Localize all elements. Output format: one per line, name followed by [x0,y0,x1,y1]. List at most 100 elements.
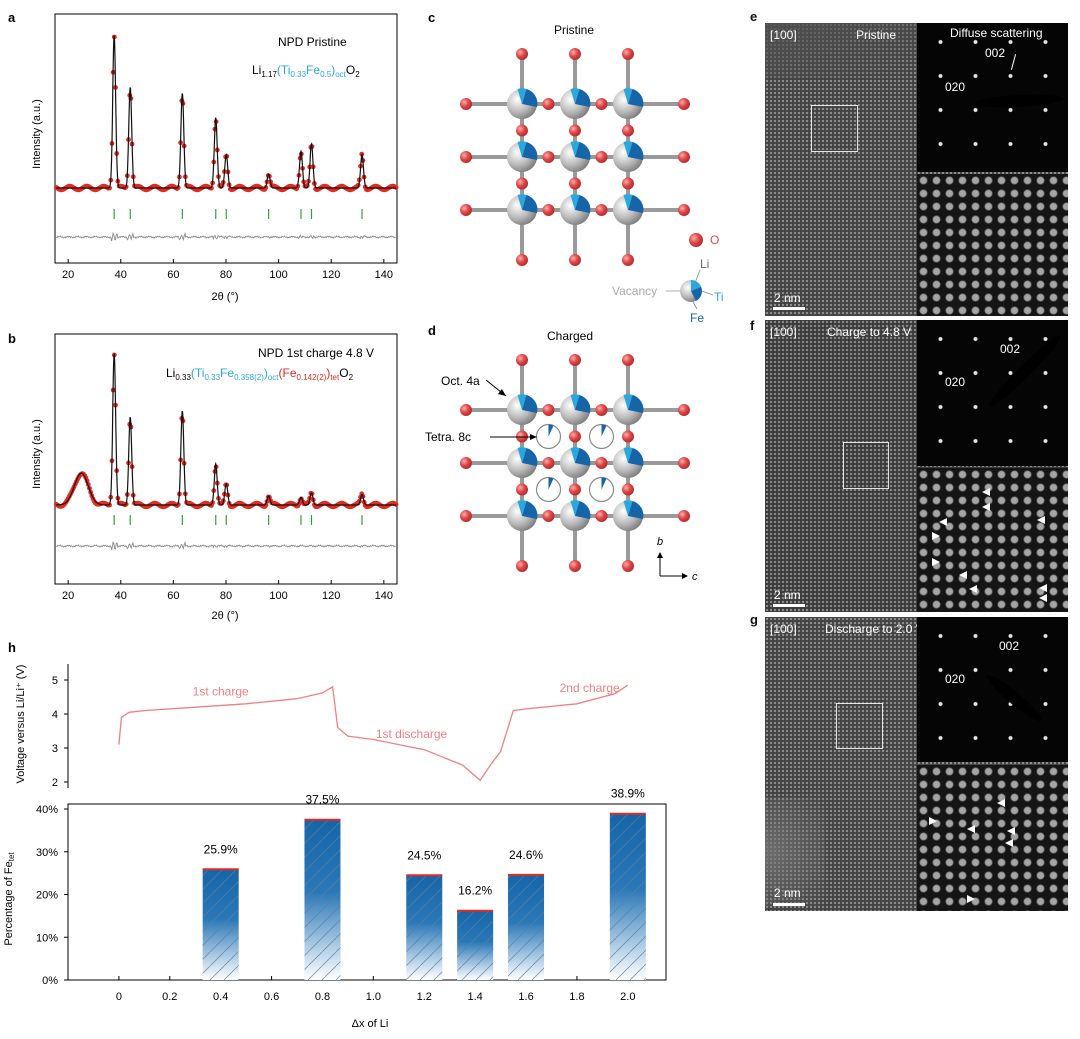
octahedral-site-fe [575,448,591,466]
oxygen-atom [569,177,581,190]
panel-letter-h: h [8,640,16,655]
legend-oxygen-label: O [710,233,719,247]
octahedral-site-fe [522,448,538,466]
oxygen-atom [516,354,528,366]
arrowhead-tetra-8c [530,434,537,440]
scale-label-g: 2 nm [774,886,801,900]
octahedral-site-fe [575,142,591,160]
octahedral-site-fe [628,501,644,519]
octahedral-site-fe [628,195,644,213]
oxygen-atom [542,98,555,110]
oxygen-atom [622,124,634,137]
voltage-curve [118,684,629,782]
oxygen-atom [569,483,581,496]
ylabel-percentage: Percentage of Fetet [3,852,16,946]
octahedral-site-fe [628,395,644,413]
oxygen-atom [542,510,555,522]
oxygen-atom [595,457,608,469]
tetrahedral-fe [548,477,554,490]
voltage-tick-label: 3 [52,743,58,755]
plot-frame-a [54,13,398,264]
oxygen-atom [460,404,472,416]
oxygen-atom [542,204,555,216]
zone-axis-f: [100] [770,325,797,339]
octahedral-site-ti [570,194,580,210]
octahedral-site-fe [522,195,538,213]
oxygen-atom [460,151,472,163]
diffuse-arrow [1010,54,1017,70]
crystal-structure-pristine [460,48,690,266]
oxygen-atom [569,430,581,443]
panel-letter-a: a [8,10,16,25]
scale-bar-g [773,903,805,906]
octahedral-site-ti [570,447,580,463]
oxygen-atom [622,354,634,366]
scale-label-f: 2 nm [774,588,801,602]
oxygen-atom [569,560,581,572]
oxygen-atom [622,560,634,572]
x-tick-label-b: 120 [322,590,340,602]
octahedral-site-fe [628,142,644,160]
label-tetra-8c: Tetra. 8c [425,430,471,444]
oxygen-atom [516,483,528,496]
oxygen-atom [678,98,690,110]
oxygen-atom [542,151,555,163]
axis-indicator [657,552,688,579]
title-a: NPD Pristine [278,35,347,49]
oxygen-atom [595,151,608,163]
oxygen-atom [622,430,634,443]
x-tick-label: 1.0 [366,991,381,1003]
stem-image-pristine: [100] Pristine 2 nm 002 020 Diffuse scat… [765,23,1068,316]
x-tick-label-a: 20 [62,269,74,281]
tetrahedral-fe [601,424,607,437]
tetrahedral-fe [601,477,607,490]
panel-letter-g: g [750,612,758,627]
bar-hatch [202,869,239,980]
zoomed-lattice-g [917,765,1068,911]
x-tick-label: 1.4 [468,991,483,1003]
formula-a: Li1.17(Ti0.33Fe0.5)octO2 [252,63,360,79]
octahedral-site-ti [570,88,580,104]
oxygen-atom [595,404,608,416]
oxygen-atom [622,177,634,190]
diffraction-pattern-g: 002 020 [917,617,1068,762]
legend-oxygen-ball [689,233,703,247]
x-tick-label-a: 120 [322,269,340,281]
tetrahedral-fe [548,424,554,437]
oxygen-atom [542,457,555,469]
difference-curve-a [56,231,396,242]
voltage-tick-label: 2 [52,777,58,789]
diffraction-pattern-e: 002 020 Diffuse scattering [917,23,1068,172]
axis-c-label: c [692,571,698,583]
oxygen-atom [516,124,528,137]
zoom-box-e [811,105,858,152]
stem-image-charged: [100] Charge to 4.8 V 2 nm 002 020 [765,320,1068,612]
axis-b-label: b [657,536,663,548]
x-tick-label-b: 40 [115,590,127,602]
octahedral-site-ti [517,88,527,104]
panel-letter-e: e [750,9,758,24]
octahedral-site-ti [623,447,633,463]
plot-h: 2 3 4 5 1st charge 1st discharge 2nd charge 0% 1… [36,664,667,1003]
oxygen-atom [516,177,528,190]
bar-label: 16.2% [458,884,492,898]
oxygen-atom [542,404,555,416]
bar-hatch [609,813,646,980]
x-tick-label: 0 [116,991,122,1003]
zone-axis-g: [100] [770,622,797,636]
octahedral-site-ti [517,141,527,157]
oxygen-atom [678,204,690,216]
xlabel-b: 2θ (°) [211,610,238,622]
plot-a: 20 40 60 80 100 120 140 [53,34,399,281]
octahedral-site-ti [623,194,633,210]
legend-vacancy-label: Vacancy [612,284,657,298]
oxygen-atom [678,404,690,416]
zone-axis-e: [100] [770,28,797,42]
oxygen-atom [460,204,472,216]
voltage-tick-label: 4 [52,709,58,721]
x-tick-label-b: 140 [375,590,393,602]
plot-b: 20 40 60 80 100 120 140 [53,352,399,602]
percentage-tick-label: 10% [36,932,58,944]
ylabel-b: Intensity (a.u.) [31,419,43,489]
